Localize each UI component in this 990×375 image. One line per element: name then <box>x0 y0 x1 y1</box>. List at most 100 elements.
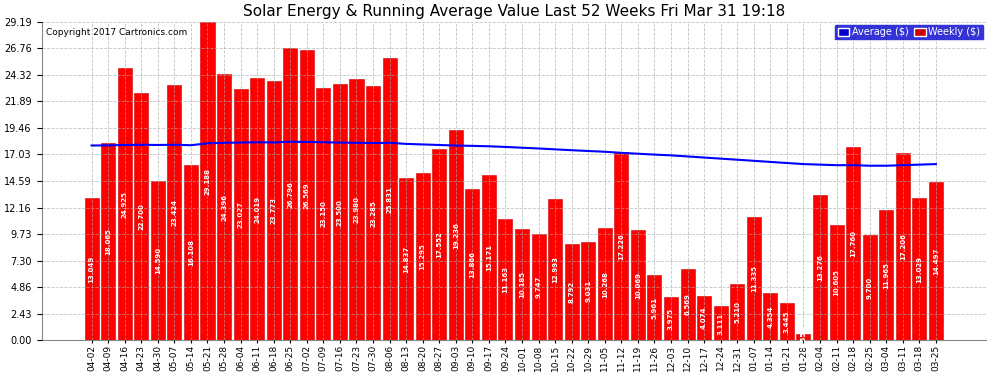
Text: 24.925: 24.925 <box>122 191 128 218</box>
Bar <box>532 234 545 340</box>
Text: 9.747: 9.747 <box>536 276 542 298</box>
Text: 14.590: 14.590 <box>154 247 160 274</box>
Bar <box>780 303 794 340</box>
Bar <box>283 48 297 340</box>
Bar <box>433 149 446 340</box>
Bar <box>813 195 827 340</box>
Text: 10.069: 10.069 <box>635 272 641 299</box>
Bar <box>266 81 281 340</box>
Bar <box>830 225 843 340</box>
Bar <box>731 284 744 340</box>
Bar <box>399 178 413 340</box>
Text: 3.445: 3.445 <box>784 310 790 333</box>
Bar <box>465 189 479 340</box>
Text: 15.295: 15.295 <box>420 243 426 270</box>
Text: 23.027: 23.027 <box>238 201 244 228</box>
Bar <box>564 244 579 340</box>
Text: 11.965: 11.965 <box>883 262 889 288</box>
Text: 29.188: 29.188 <box>205 168 211 195</box>
Text: 11.163: 11.163 <box>503 266 509 293</box>
Text: 12.993: 12.993 <box>552 256 558 283</box>
Bar <box>664 297 678 340</box>
Bar <box>366 86 380 340</box>
Bar <box>515 229 529 340</box>
Text: Copyright 2017 Cartronics.com: Copyright 2017 Cartronics.com <box>47 28 188 37</box>
Text: 0.554: 0.554 <box>801 326 807 348</box>
Text: 9.031: 9.031 <box>585 280 591 302</box>
Text: 23.980: 23.980 <box>353 196 359 223</box>
Text: 22.700: 22.700 <box>139 203 145 230</box>
Legend: Average ($), Weekly ($): Average ($), Weekly ($) <box>835 24 984 40</box>
Bar <box>862 234 877 340</box>
Text: 26.569: 26.569 <box>304 182 310 209</box>
Title: Solar Energy & Running Average Value Last 52 Weeks Fri Mar 31 19:18: Solar Energy & Running Average Value Las… <box>243 4 785 19</box>
Bar <box>581 242 595 340</box>
Text: 10.268: 10.268 <box>602 271 608 298</box>
Bar <box>333 84 346 340</box>
Bar <box>548 198 562 340</box>
Bar <box>300 50 314 340</box>
Bar <box>200 22 215 340</box>
Bar <box>498 219 513 340</box>
Text: 14.497: 14.497 <box>933 248 939 275</box>
Text: 23.500: 23.500 <box>337 199 343 226</box>
Bar <box>317 88 331 340</box>
Text: 25.831: 25.831 <box>386 186 393 213</box>
Text: 13.866: 13.866 <box>469 251 475 278</box>
Bar <box>184 165 198 340</box>
Bar <box>482 175 496 340</box>
Bar <box>448 130 463 340</box>
Bar <box>101 143 115 340</box>
Text: 23.150: 23.150 <box>321 201 327 228</box>
Text: 13.049: 13.049 <box>88 255 95 283</box>
Bar <box>118 68 132 340</box>
Text: 17.552: 17.552 <box>437 231 443 258</box>
Bar <box>746 217 760 340</box>
Text: 8.792: 8.792 <box>568 281 574 303</box>
Bar <box>135 93 148 340</box>
Bar <box>631 231 644 340</box>
Text: 4.354: 4.354 <box>767 306 773 328</box>
Text: 3.111: 3.111 <box>718 312 724 334</box>
Text: 5.961: 5.961 <box>651 297 657 319</box>
Bar <box>929 182 942 340</box>
Text: 17.226: 17.226 <box>619 233 625 260</box>
Bar <box>349 79 363 340</box>
Text: 13.029: 13.029 <box>917 256 923 283</box>
Text: 19.236: 19.236 <box>452 222 458 249</box>
Text: 4.074: 4.074 <box>701 307 707 329</box>
Text: 14.837: 14.837 <box>403 246 409 273</box>
Text: 9.700: 9.700 <box>866 276 872 298</box>
Text: 23.424: 23.424 <box>171 199 177 226</box>
Text: 23.285: 23.285 <box>370 200 376 226</box>
Bar <box>796 334 811 340</box>
Bar <box>416 173 430 340</box>
Bar <box>234 89 248 340</box>
Bar <box>382 58 397 340</box>
Text: 24.396: 24.396 <box>221 194 227 221</box>
Bar <box>846 147 860 340</box>
Bar <box>896 153 910 340</box>
Text: 15.171: 15.171 <box>486 244 492 271</box>
Text: 26.796: 26.796 <box>287 181 293 207</box>
Bar <box>879 210 893 340</box>
Text: 10.605: 10.605 <box>834 269 840 296</box>
Bar <box>150 181 165 340</box>
Bar <box>714 306 728 340</box>
Bar <box>250 78 264 340</box>
Bar <box>167 85 181 340</box>
Bar <box>615 152 629 340</box>
Bar <box>217 74 231 340</box>
Text: 13.276: 13.276 <box>817 255 823 281</box>
Text: 11.335: 11.335 <box>750 265 756 292</box>
Text: 23.773: 23.773 <box>270 197 276 224</box>
Text: 17.760: 17.760 <box>850 230 856 257</box>
Bar <box>680 269 695 340</box>
Bar <box>697 296 711 340</box>
Text: 24.019: 24.019 <box>254 196 260 223</box>
Bar <box>913 198 927 340</box>
Text: 16.108: 16.108 <box>188 239 194 266</box>
Bar <box>763 293 777 340</box>
Bar <box>598 228 612 340</box>
Text: 5.210: 5.210 <box>735 301 741 323</box>
